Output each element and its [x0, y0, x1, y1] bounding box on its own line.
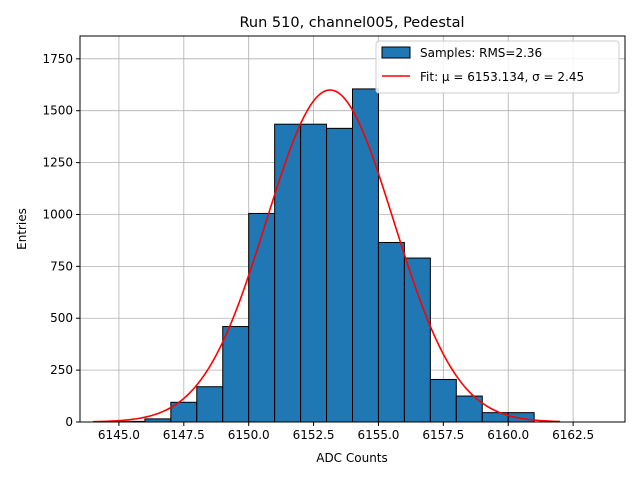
histogram-bar — [248, 212, 276, 423]
histogram-bars — [118, 88, 535, 423]
y-tick-label: 1000 — [42, 207, 73, 221]
gaussian-fit-curve — [92, 89, 561, 423]
y-tick-label: 500 — [50, 311, 73, 325]
y-tick-label: 1750 — [42, 52, 73, 66]
legend: Samples: RMS=2.36 Fit: μ = 6153.134, σ =… — [375, 40, 620, 94]
histogram-bar — [300, 123, 328, 423]
y-axis-label: Entries — [15, 208, 29, 250]
x-tick-label: 6147.5 — [163, 428, 205, 442]
x-tick-label: 6145.0 — [98, 428, 140, 442]
x-tick-label: 6155.0 — [357, 428, 399, 442]
histogram-bar — [274, 123, 302, 423]
x-tick-label: 6152.5 — [293, 428, 335, 442]
legend-histogram-label: Samples: RMS=2.36 — [420, 46, 542, 60]
histogram-bar — [403, 257, 431, 423]
legend-histogram-swatch — [381, 46, 411, 59]
fit-curve-layer — [92, 89, 561, 423]
histogram-bar — [352, 88, 379, 423]
plot-frame — [79, 35, 626, 423]
histogram-bar — [377, 241, 405, 423]
x-tick-label: 6157.5 — [422, 428, 464, 442]
legend-box — [375, 40, 620, 94]
histogram-bar — [429, 378, 457, 423]
y-tick-label: 0 — [65, 415, 73, 429]
x-tick-label: 6150.0 — [228, 428, 270, 442]
y-axis-ticks: 0 250 500 750 1000 1250 1500 1750 — [42, 52, 80, 429]
chart-title: Run 510, channel005, Pedestal — [239, 15, 464, 31]
x-axis-label: ADC Counts — [316, 451, 388, 465]
y-tick-label: 1250 — [42, 156, 73, 170]
histogram-bar — [507, 412, 535, 423]
histogram-bar — [222, 326, 250, 423]
legend-fit-label: Fit: μ = 6153.134, σ = 2.45 — [420, 70, 584, 84]
y-tick-label: 750 — [50, 259, 73, 273]
x-axis-ticks: 6145.0 6147.5 6150.0 6152.5 6155.0 6157.5 6160… — [98, 422, 594, 442]
y-tick-label: 1500 — [42, 104, 73, 118]
histogram-bar — [196, 386, 224, 423]
histogram-bar — [326, 127, 353, 423]
x-tick-label: 6160.0 — [487, 428, 529, 442]
x-tick-label: 6162.5 — [552, 428, 594, 442]
y-tick-label: 250 — [50, 363, 73, 377]
